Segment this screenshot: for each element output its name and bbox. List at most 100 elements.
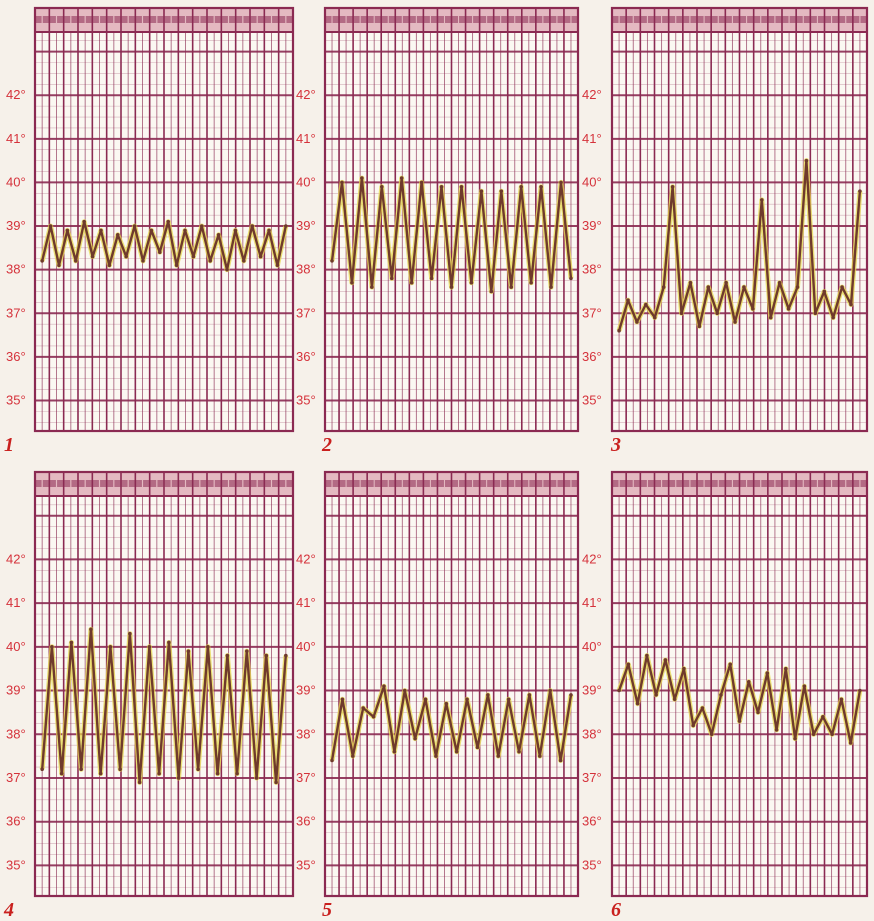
- temperature-point: [679, 311, 684, 316]
- temperature-point: [399, 176, 404, 180]
- header-mark: [279, 16, 286, 23]
- temperature-point: [830, 732, 834, 737]
- temperature-point: [459, 184, 464, 189]
- header-mark: [825, 480, 832, 487]
- y-tick-label: 36°: [296, 814, 316, 829]
- header-mark: [85, 480, 92, 487]
- temperature-point: [858, 189, 862, 193]
- temperature-point: [804, 158, 809, 163]
- header-mark: [508, 16, 515, 23]
- header-mark: [100, 16, 107, 23]
- temperature-point: [413, 736, 417, 741]
- y-tick-label: 40°: [6, 174, 26, 189]
- header-mark: [325, 16, 332, 23]
- header-mark: [640, 480, 647, 487]
- header-mark: [494, 480, 501, 487]
- header-mark: [229, 16, 236, 23]
- y-tick-label: 42°: [6, 87, 26, 102]
- temperature-point: [115, 232, 120, 237]
- header-mark: [640, 16, 647, 23]
- temperature-point: [517, 749, 521, 754]
- temperature-point: [617, 328, 621, 333]
- header-mark: [725, 480, 732, 487]
- header-mark: [143, 480, 150, 487]
- temperature-point: [706, 285, 711, 289]
- temperature-point: [768, 315, 773, 320]
- y-tick-label: 39°: [296, 683, 316, 698]
- temperature-point: [284, 224, 288, 228]
- header-mark: [633, 16, 640, 23]
- temperature-point: [559, 180, 563, 185]
- header-mark: [57, 480, 64, 487]
- header-mark: [571, 16, 578, 23]
- temperature-point: [569, 276, 573, 281]
- chart-panel-3: 42° 41° 40° 39° 38° 37° 36° 35° 3: [582, 6, 869, 456]
- header-mark: [803, 480, 810, 487]
- y-tick-label: 36°: [582, 814, 602, 829]
- temperature-point: [57, 263, 61, 268]
- panel-frame: [33, 6, 295, 433]
- temperature-point: [157, 250, 162, 255]
- temperature-point: [264, 653, 269, 658]
- header-mark: [374, 480, 381, 487]
- temperature-point: [434, 754, 438, 758]
- temperature-point: [795, 285, 800, 289]
- header-mark: [697, 16, 704, 23]
- header-mark: [817, 16, 824, 23]
- header-mark: [810, 480, 817, 487]
- header-mark: [374, 16, 381, 23]
- y-tick-label: 41°: [582, 131, 602, 146]
- y-tick-label: 39°: [582, 683, 602, 698]
- temperature-point: [635, 701, 640, 706]
- temperature-point: [50, 645, 54, 649]
- temperature-point: [351, 754, 355, 758]
- temperature-point: [774, 728, 779, 732]
- temperature-point: [661, 285, 666, 289]
- y-tick-label: 37°: [582, 305, 602, 320]
- header-mark: [782, 480, 789, 487]
- header-mark: [740, 16, 747, 23]
- header-mark: [466, 480, 473, 487]
- header-mark: [279, 480, 286, 487]
- y-tick-label: 42°: [582, 87, 602, 102]
- header-mark: [402, 16, 409, 23]
- header-mark: [662, 16, 669, 23]
- header-mark: [522, 16, 529, 23]
- temperature-point: [215, 771, 220, 776]
- header-mark: [796, 480, 803, 487]
- temperature-point: [350, 280, 354, 285]
- header-mark: [754, 480, 761, 487]
- header-mark: [143, 16, 150, 23]
- header-mark: [647, 16, 654, 23]
- header-mark: [409, 480, 416, 487]
- y-tick-label: 38°: [6, 726, 26, 741]
- temperature-point: [759, 198, 764, 202]
- header-mark: [164, 480, 171, 487]
- header-mark: [711, 480, 718, 487]
- y-tick-label: 37°: [296, 770, 316, 785]
- temperature-point: [371, 714, 376, 719]
- header-mark: [286, 480, 293, 487]
- header-mark: [473, 480, 480, 487]
- header-mark: [853, 480, 860, 487]
- temperature-point: [166, 219, 171, 224]
- header-mark: [409, 16, 416, 23]
- temperature-point: [569, 693, 573, 697]
- chart-panel-2: 42° 41° 40° 39° 38° 37° 36° 35° 2: [296, 6, 580, 456]
- y-tick-label: 42°: [296, 551, 316, 566]
- header-mark: [789, 480, 796, 487]
- header-mark: [480, 16, 487, 23]
- panel-number: 3: [610, 434, 621, 456]
- temperature-point: [793, 736, 797, 741]
- header-mark: [669, 480, 676, 487]
- temperature-point: [200, 224, 204, 228]
- temperature-point: [529, 280, 533, 285]
- temperature-point: [65, 228, 70, 233]
- temperature-point: [275, 263, 280, 268]
- y-tick-label: 37°: [582, 770, 602, 785]
- temperature-point: [69, 640, 74, 645]
- temperature-point: [724, 280, 728, 285]
- temperature-point: [489, 289, 494, 294]
- header-mark: [214, 16, 221, 23]
- header-mark: [466, 16, 473, 23]
